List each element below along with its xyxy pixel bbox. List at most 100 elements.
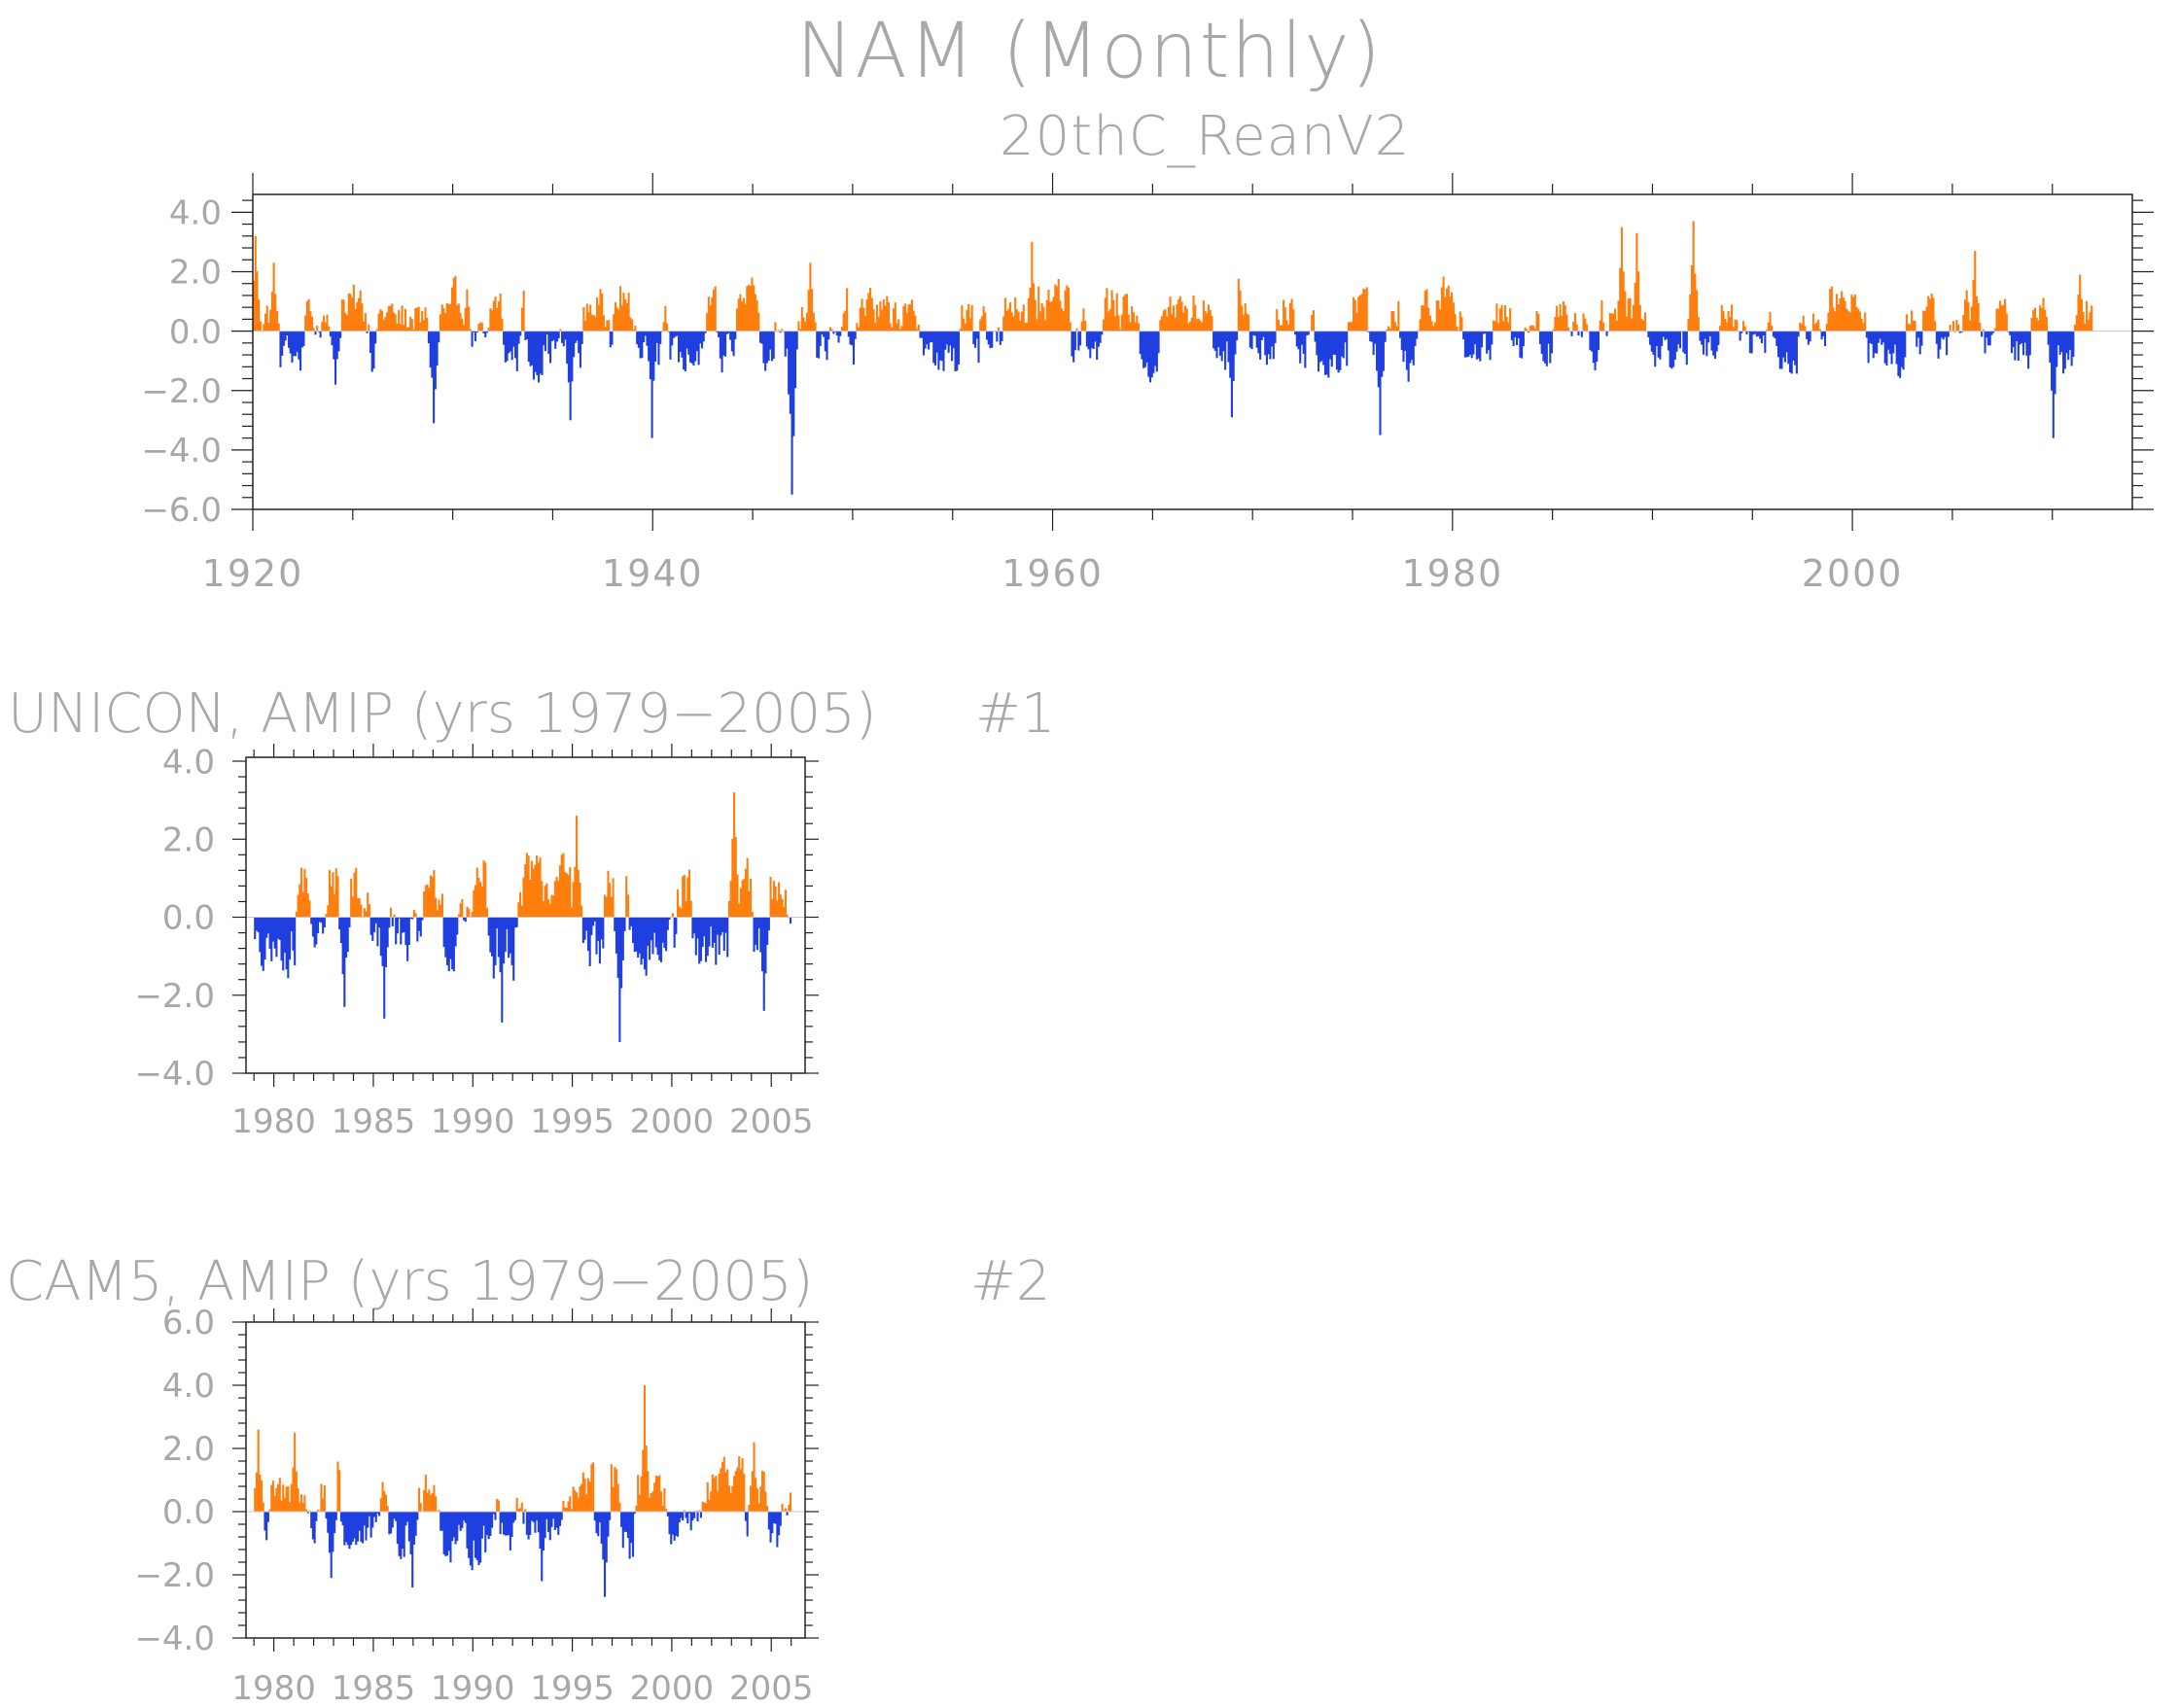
negative-bar <box>271 917 275 942</box>
negative-bar <box>1486 331 1489 354</box>
positive-bar <box>1002 316 1005 331</box>
negative-bar <box>635 917 638 952</box>
positive-bar <box>1171 314 1174 331</box>
negative-bar <box>1942 331 1945 340</box>
positive-bar <box>1617 300 1620 331</box>
negative-bar <box>261 917 264 966</box>
positive-bar <box>2030 317 2033 331</box>
negative-bar <box>1512 331 1515 346</box>
negative-bar <box>1712 331 1715 356</box>
positive-bar <box>297 894 299 918</box>
negative-bar <box>1944 331 1947 337</box>
negative-bar <box>452 917 455 972</box>
positive-bar <box>356 301 359 331</box>
positive-bar <box>738 1456 741 1512</box>
positive-bar <box>326 314 329 331</box>
positive-bar <box>634 326 637 331</box>
positive-bar <box>1537 314 1540 331</box>
negative-bar <box>451 917 454 970</box>
positive-bar <box>1818 329 1821 331</box>
negative-bar <box>1487 331 1490 351</box>
negative-bar <box>1227 331 1230 363</box>
positive-bar <box>462 324 466 331</box>
positive-bar <box>859 307 861 331</box>
negative-bar <box>839 331 842 336</box>
positive-bar <box>743 879 746 918</box>
negative-bar <box>1001 331 1003 341</box>
negative-bar <box>690 331 693 364</box>
positive-bar <box>421 311 424 331</box>
positive-bar <box>1526 329 1529 331</box>
negative-bar <box>459 1512 462 1531</box>
positive-bar <box>344 313 347 331</box>
negative-bar <box>457 1512 461 1525</box>
positive-bar <box>1736 320 1739 331</box>
negative-bar <box>447 917 450 972</box>
positive-bar <box>614 1466 616 1512</box>
negative-bar <box>1252 331 1255 335</box>
negative-bar <box>473 1512 475 1541</box>
positive-bar <box>653 1482 656 1512</box>
positive-bar <box>570 1509 573 1512</box>
negative-bar <box>721 917 724 932</box>
positive-bar <box>393 914 396 918</box>
positive-bar <box>283 1497 286 1512</box>
positive-bar <box>889 323 892 331</box>
negative-bar <box>1463 331 1466 358</box>
negative-bar <box>951 331 954 362</box>
positive-bar <box>626 894 629 918</box>
positive-bar <box>744 868 748 918</box>
negative-bar <box>562 331 565 347</box>
negative-bar <box>519 331 522 336</box>
negative-bar <box>1468 331 1472 356</box>
negative-bar <box>620 917 623 989</box>
positive-bar <box>645 1446 648 1512</box>
negative-bar <box>609 331 612 348</box>
positive-bar <box>1845 308 1848 331</box>
positive-bar <box>555 876 558 918</box>
negative-bar <box>1739 331 1741 341</box>
positive-bar <box>729 1492 732 1512</box>
negative-bar <box>700 331 704 349</box>
negative-bar <box>573 331 576 358</box>
positive-bar <box>608 320 611 331</box>
positive-bar <box>525 853 528 918</box>
negative-bar <box>1764 331 1767 354</box>
x-tick-label: 1990 <box>431 1669 515 1708</box>
negative-bar <box>1141 331 1143 360</box>
negative-bar <box>1479 331 1482 362</box>
positive-bar <box>429 1494 433 1512</box>
positive-bar <box>774 886 777 918</box>
positive-bar <box>572 882 575 918</box>
negative-bar <box>1900 331 1903 367</box>
positive-bar <box>738 903 741 918</box>
positive-bar <box>1727 310 1730 331</box>
negative-bar <box>1382 331 1385 371</box>
panel-2-tag: #1 <box>975 682 1056 746</box>
negative-bar <box>673 917 676 948</box>
positive-bar <box>1997 308 2000 331</box>
negative-bar <box>401 917 404 933</box>
positive-bar <box>606 320 609 331</box>
positive-bar <box>1430 321 1433 331</box>
negative-bar <box>705 917 708 962</box>
positive-bar <box>1244 303 1247 331</box>
negative-bar <box>630 917 633 926</box>
negative-bar <box>287 331 291 348</box>
negative-bar <box>837 331 840 343</box>
x-tick-label: 2005 <box>729 1102 814 1141</box>
positive-bar <box>1858 311 1862 331</box>
positive-bar <box>584 320 587 331</box>
negative-bar <box>509 1512 511 1551</box>
positive-bar <box>617 309 620 331</box>
negative-bar <box>1895 331 1898 365</box>
positive-bar <box>253 280 256 331</box>
positive-bar <box>863 315 867 331</box>
negative-bar <box>566 331 569 365</box>
positive-bar <box>1019 320 1022 331</box>
figure-title: NAM (Monthly) <box>796 8 1383 95</box>
negative-bar <box>716 331 719 332</box>
negative-bar <box>851 331 854 346</box>
negative-bar <box>1672 331 1675 367</box>
